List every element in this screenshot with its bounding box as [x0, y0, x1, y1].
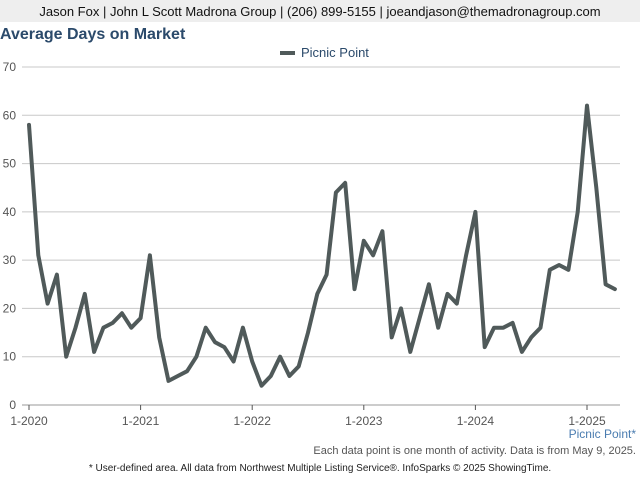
legend-swatch — [280, 50, 295, 55]
data-point — [213, 340, 217, 344]
data-point — [222, 345, 226, 349]
data-point — [157, 335, 161, 339]
series-line — [27, 103, 617, 388]
data-point — [64, 355, 68, 359]
data-point — [120, 311, 124, 315]
data-point — [566, 268, 571, 272]
data-point — [73, 326, 78, 330]
data-point — [576, 210, 580, 214]
data-point — [315, 292, 319, 296]
data-point — [436, 326, 440, 330]
data-point — [278, 355, 282, 359]
data-point — [399, 306, 403, 311]
data-point — [46, 302, 50, 306]
data-point — [445, 292, 450, 296]
data-point — [101, 326, 105, 330]
data-point — [455, 302, 459, 306]
data-point — [92, 350, 96, 354]
data-point — [408, 350, 412, 354]
data-point — [148, 253, 152, 257]
contact-header: Jason Fox | John L Scott Madrona Group |… — [0, 0, 640, 22]
data-point — [259, 384, 264, 388]
data-point — [594, 186, 598, 190]
data-point — [390, 335, 394, 339]
data-point — [585, 104, 589, 108]
data-point — [343, 181, 347, 185]
data-point — [380, 229, 384, 233]
chart-title: Average Days on Market — [0, 26, 186, 43]
data-point — [55, 273, 59, 277]
x-tick-label: 1-2023 — [345, 414, 383, 428]
x-tick-label: 1-2024 — [457, 414, 495, 428]
data-point — [241, 326, 245, 330]
x-tick-label: 1-2025 — [568, 414, 606, 428]
data-point — [204, 326, 208, 330]
data-point — [325, 273, 329, 277]
data-point — [371, 253, 375, 257]
y-tick-label: 0 — [9, 398, 16, 412]
data-point — [492, 326, 496, 330]
data-point — [176, 374, 180, 378]
y-tick-label: 40 — [3, 205, 17, 219]
data-point — [287, 374, 291, 378]
data-point — [483, 345, 487, 349]
y-tick-label: 70 — [3, 60, 17, 74]
data-point — [269, 374, 273, 378]
data-point — [427, 282, 431, 286]
footer-disclaimer: * User-defined area. All data from North… — [88, 463, 552, 474]
y-tick-label: 10 — [3, 350, 17, 364]
y-tick-label: 60 — [3, 108, 17, 122]
legend-label: Picnic Point — [301, 45, 369, 60]
data-point — [557, 263, 561, 267]
y-tick-label: 30 — [3, 253, 17, 267]
data-point — [36, 253, 40, 257]
y-tick-label: 50 — [3, 157, 17, 171]
data-point — [604, 282, 608, 286]
data-point — [510, 321, 515, 325]
data-point — [111, 321, 115, 325]
legend: Picnic Point — [280, 45, 369, 60]
data-point — [139, 316, 143, 320]
data-point — [232, 359, 236, 364]
data-point — [194, 355, 198, 359]
data-point — [529, 335, 533, 339]
data-point — [418, 316, 422, 320]
data-point — [538, 326, 543, 330]
data-point — [613, 287, 617, 291]
data-point — [306, 330, 310, 335]
data-point — [129, 326, 133, 330]
data-point — [334, 190, 338, 195]
y-tick-label: 20 — [3, 301, 17, 315]
data-point — [520, 350, 524, 354]
data-point — [352, 287, 357, 291]
data-point — [250, 359, 254, 364]
data-note: Each data point is one month of activity… — [313, 445, 636, 457]
data-point — [166, 379, 171, 383]
data-point — [548, 268, 552, 272]
area-label: Picnic Point* — [568, 427, 636, 441]
data-point — [473, 210, 477, 214]
x-tick-label: 1-2021 — [122, 414, 160, 428]
data-point — [362, 239, 366, 243]
data-point — [27, 123, 31, 127]
x-tick-label: 1-2020 — [10, 414, 48, 428]
data-point — [83, 292, 87, 296]
data-point — [297, 364, 301, 368]
data-point — [501, 326, 505, 330]
data-point — [464, 253, 468, 257]
x-tick-label: 1-2022 — [234, 414, 272, 428]
data-point — [185, 369, 189, 373]
contact-text: Jason Fox | John L Scott Madrona Group |… — [39, 3, 601, 19]
